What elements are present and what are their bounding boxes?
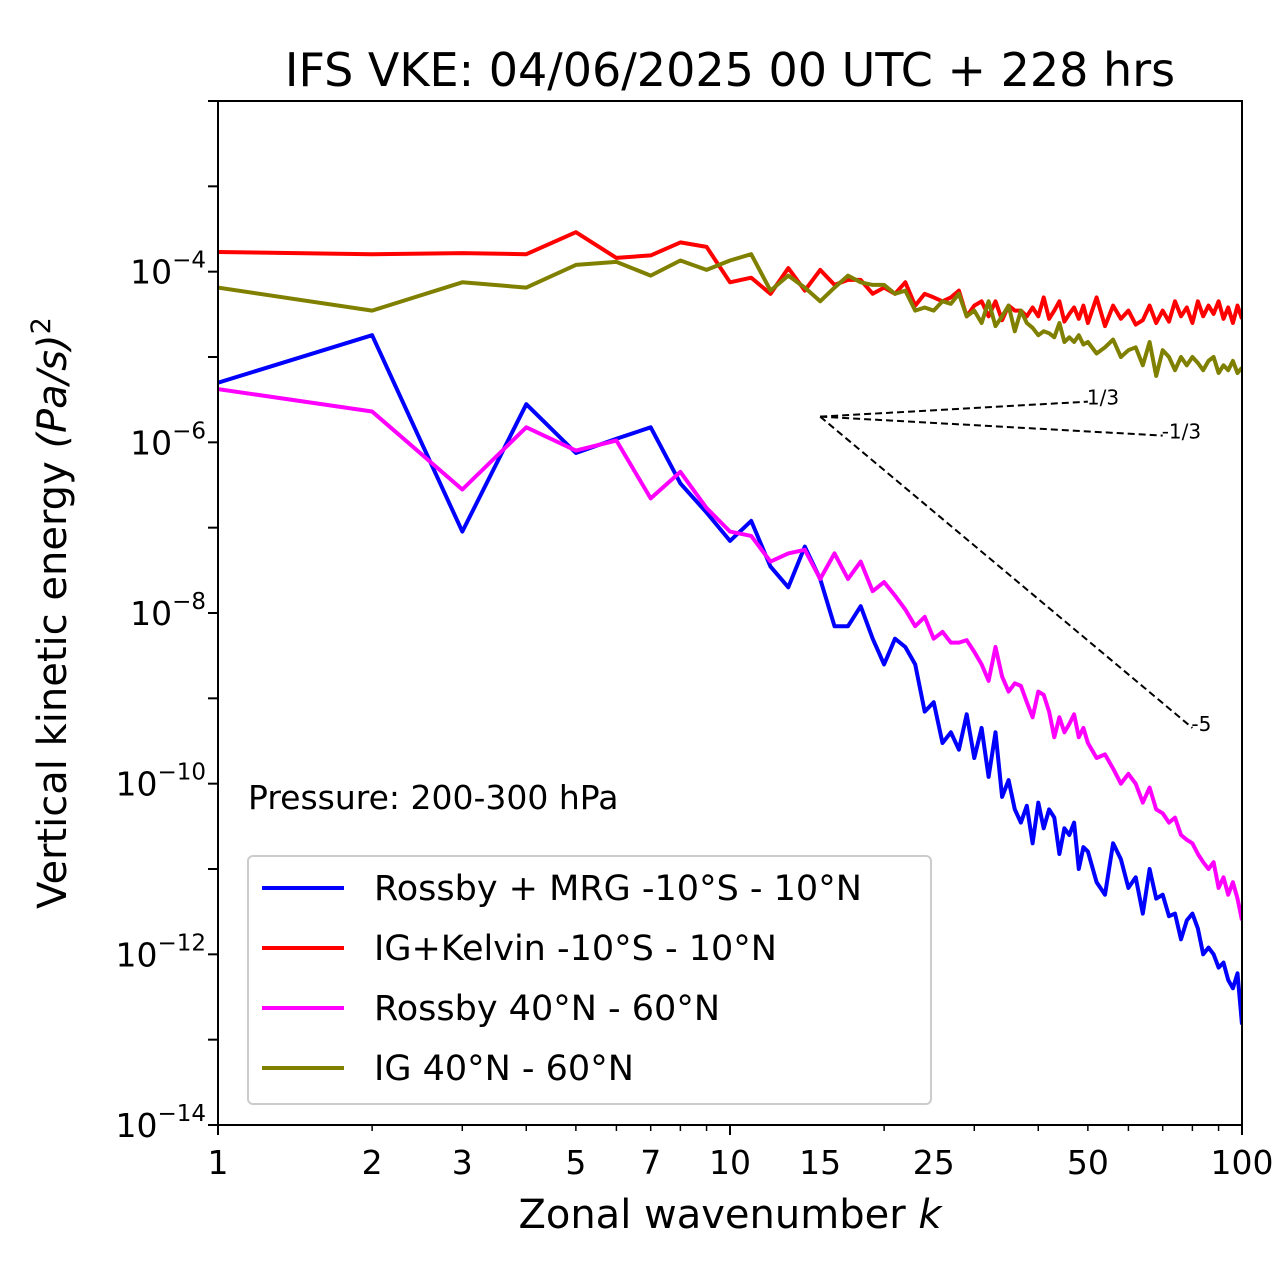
y-axis-ticks: 10−14 10−12 10−10 10−8 10−6 10−4 (115, 100, 218, 1145)
pressure-annotation: Pressure: 200-300 hPa (248, 778, 618, 817)
y-tick-label: 10−10 (115, 760, 206, 804)
y-axis-label: Vertical kinetic energy (Pa/s)2 (26, 317, 76, 909)
x-tick-label: 3 (452, 1143, 473, 1182)
legend-label: Rossby 40°N - 60°N (374, 989, 720, 1029)
y-tick-label: 10−12 (115, 930, 206, 974)
slope-line-1-3 (820, 415, 1163, 437)
slope-line-1-3 (820, 400, 1088, 418)
y-tick-label: 10−14 (115, 1101, 206, 1145)
series-line-rossby-40-n-60-n (218, 387, 1242, 921)
series-line-ig-40-n-60-n (218, 252, 1242, 378)
series-line-ig-kelvin-10-s-10-n (218, 230, 1242, 329)
x-tick-label: 100 (1211, 1143, 1274, 1182)
x-tick-label: 2 (362, 1143, 383, 1182)
legend-box (247, 855, 932, 1105)
slope-line-5 (819, 415, 1194, 729)
reference-slopes: 1/3 -1/3 -5 (819, 386, 1211, 736)
series-line-rossby-mrg-10-s-10-n (218, 333, 1242, 1025)
chart-title: IFS VKE: 04/06/2025 00 UTC + 228 hrs (285, 43, 1175, 97)
slope-label: 1/3 (1087, 386, 1119, 410)
x-tick-label: 50 (1067, 1143, 1109, 1182)
x-tick-label: 25 (913, 1143, 955, 1182)
x-tick-label: 10 (709, 1143, 751, 1182)
slope-label: -5 (1191, 712, 1211, 736)
y-tick-label: 10−8 (130, 589, 206, 633)
x-tick-label: 15 (799, 1143, 841, 1182)
x-tick-label: 5 (565, 1143, 586, 1182)
legend-items: Rossby + MRG -10°S - 10°N IG+Kelvin -10°S… (262, 869, 862, 1089)
legend: Rossby + MRG -10°S - 10°N IG+Kelvin -10°S… (247, 855, 932, 1105)
y-tick-label: 10−4 (130, 248, 206, 292)
x-axis-ticks: 1 2 3 5 7 10 15 25 50 100 (208, 1125, 1274, 1182)
x-tick-label: 1 (208, 1143, 229, 1182)
legend-label: IG 40°N - 60°N (374, 1049, 634, 1089)
legend-label: Rossby + MRG -10°S - 10°N (374, 869, 862, 909)
x-axis-label: Zonal wavenumber k (518, 1192, 943, 1238)
series-layer (218, 230, 1242, 1025)
x-tick-label: 7 (640, 1143, 661, 1182)
slope-label: -1/3 (1162, 420, 1201, 444)
legend-label: IG+Kelvin -10°S - 10°N (374, 929, 777, 969)
y-tick-label: 10−6 (130, 418, 206, 462)
